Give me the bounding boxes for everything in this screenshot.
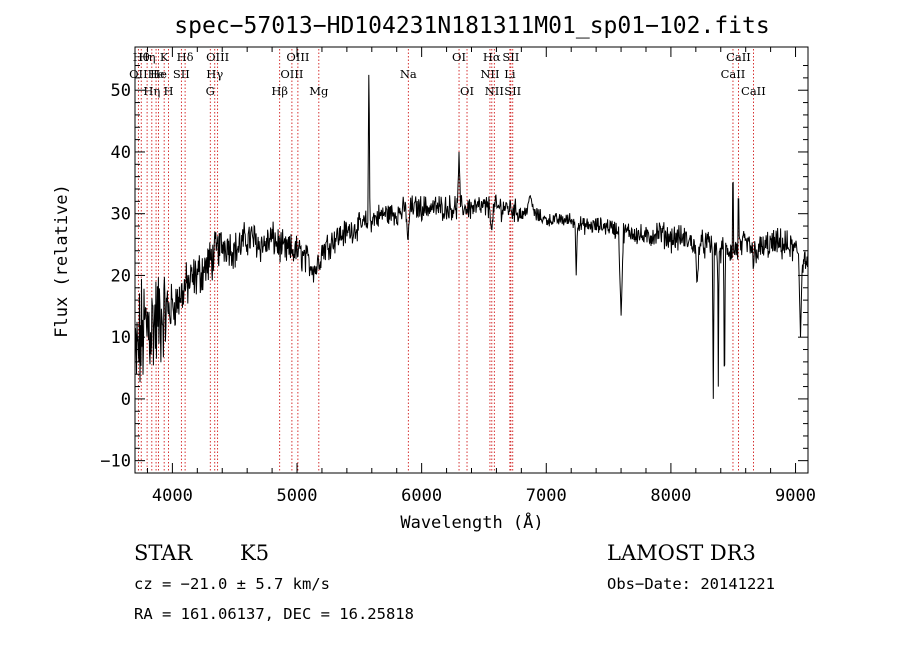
spectral-line-label: SII	[504, 84, 521, 98]
axis-ticks: 4000 5000 6000 7000 8000 9000 −10 0 10 20 30 40 50	[100, 47, 816, 506]
spectral-line-label: NII	[480, 67, 499, 81]
spectral-line-label: Hθ	[133, 50, 150, 64]
y-tick-label: 10	[111, 328, 131, 348]
object-subclass: K5	[240, 541, 269, 565]
spectral-line-label: Hβ	[271, 84, 288, 98]
spectral-line-label: OIII	[280, 67, 303, 81]
spectral-line-label: OIII	[286, 50, 309, 64]
spectrum-line	[134, 74, 809, 399]
spectral-line-label: Mg	[309, 84, 329, 98]
spectral-line-label: K	[160, 50, 169, 64]
spectral-line-label: Hγ	[206, 67, 223, 81]
spectral-line-label: H	[164, 84, 174, 98]
x-tick-label: 6000	[401, 486, 442, 506]
x-tick-label: 8000	[650, 486, 691, 506]
chart-title: spec−57013−HD104231N181311M01_sp01−102.f…	[174, 13, 769, 39]
x-tick-label: 5000	[277, 486, 318, 506]
y-axis-label: Flux (relative)	[52, 184, 72, 338]
line-marker-layer	[137, 49, 754, 473]
y-tick-label: 20	[111, 266, 131, 286]
y-tick-label: 40	[111, 143, 131, 163]
spectral-line-label: SII	[173, 67, 190, 81]
spectral-line-label: Hη	[143, 84, 160, 98]
spectral-line-label: OI	[452, 50, 466, 64]
redshift-readout: cz = −21.0 ± 5.7 km/s	[134, 575, 330, 593]
y-tick-label: 30	[111, 205, 131, 225]
spectral-line-label: CaII	[741, 84, 766, 98]
y-tick-label: −10	[100, 452, 131, 472]
survey-name: LAMOST DR3	[607, 541, 756, 565]
spectral-line-label: He	[150, 67, 167, 81]
spectral-line-label: Hα	[483, 50, 501, 64]
spectral-line-label: CaII	[721, 67, 746, 81]
x-tick-label: 9000	[775, 486, 816, 506]
spectral-line-label: He	[148, 67, 165, 81]
spectral-line-label: OIII	[206, 50, 229, 64]
x-tick-label: 7000	[526, 486, 567, 506]
spectral-line-label: Hδ	[177, 50, 194, 64]
coordinates-readout: RA = 161.06137, DEC = 16.25818	[134, 605, 414, 623]
plot-frame	[134, 46, 809, 474]
spectral-line-label: Li	[504, 67, 516, 81]
spectral-line-label: Hη	[139, 50, 156, 64]
spectral-line-label: CaII	[726, 50, 751, 64]
x-tick-label: 4000	[152, 486, 193, 506]
spectral-line-label: SII	[502, 50, 519, 64]
spectral-line-label: OI	[460, 84, 474, 98]
spectral-line-label: OII	[129, 67, 148, 81]
y-tick-label: 0	[121, 390, 131, 410]
observation-date: Obs−Date: 20141221	[607, 575, 775, 593]
spectral-line-label: NII	[485, 84, 504, 98]
x-axis-label: Wavelength (Å)	[400, 511, 543, 533]
line-label-layer: OIIHθHηHηHeHeKHSIIHδGHγOIIIHβOIIIOIIIMgN…	[129, 50, 766, 98]
spectral-line-label: Na	[400, 67, 417, 81]
y-tick-label: 50	[111, 81, 131, 101]
spectral-line-label: G	[206, 84, 215, 98]
object-class: STAR	[134, 541, 193, 565]
